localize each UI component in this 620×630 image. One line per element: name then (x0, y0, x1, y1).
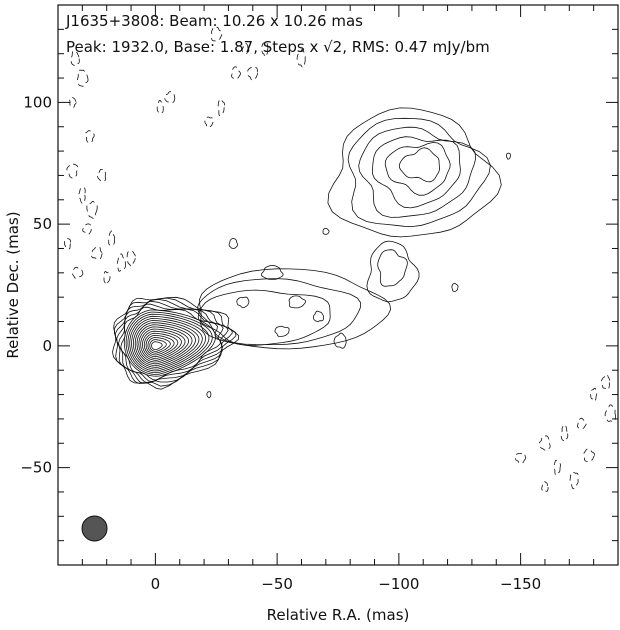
plot-title: J1635+3808: Beam: 10.26 x 10.26 mas (65, 12, 363, 30)
lobe-contour (347, 117, 491, 227)
negative-contour (86, 200, 98, 219)
negative-contour (577, 417, 587, 429)
island-contour (206, 391, 212, 399)
negative-contour (108, 230, 115, 246)
lobe-extension-contour (377, 249, 408, 287)
core-contour (142, 330, 182, 359)
negative-contour (66, 163, 79, 179)
subtitle-sqrt: √2 (323, 38, 342, 56)
core-contour (125, 311, 213, 375)
negative-contour (69, 96, 77, 108)
lobe-extension-contour (366, 240, 420, 303)
negative-contour (70, 50, 80, 67)
negative-contour (569, 471, 579, 490)
core-contour (123, 309, 216, 377)
negative-contour (247, 67, 259, 81)
jet-knot-contour (313, 310, 324, 322)
core-contour (120, 306, 221, 381)
jet-knot-contour (260, 264, 284, 280)
negative-contour (204, 116, 214, 128)
island-contour (506, 152, 511, 160)
negative-contour (296, 49, 306, 68)
jet-knot-contour (274, 325, 290, 338)
negative-contour (82, 223, 92, 235)
negative-contour (553, 460, 561, 476)
jet-knot-contour (333, 332, 347, 349)
negative-contour (72, 266, 84, 279)
y-tick-label: −50 (20, 459, 52, 477)
lobe-contour (398, 147, 441, 183)
negative-contour (78, 186, 86, 204)
negative-contour (211, 26, 223, 42)
core-contour (145, 334, 175, 356)
negative-contour (103, 271, 111, 286)
core-contour (118, 303, 224, 383)
y-axis-label: Relative Dec. (mas) (4, 211, 22, 358)
jet-knot-contour (236, 296, 250, 309)
negative-contour (601, 374, 611, 391)
negative-contour (164, 91, 176, 103)
x-axis-label: Relative R.A. (mas) (267, 606, 410, 624)
plot-subtitle: Peak: 1932.0, Base: 1.87, Steps x √2, RM… (66, 38, 490, 56)
negative-contour (64, 237, 71, 250)
negative-contour (91, 246, 103, 260)
core-contour (140, 328, 186, 361)
negative-contour (515, 452, 527, 464)
negative-contour (96, 169, 106, 182)
core-contour (151, 341, 163, 350)
jet-contour (197, 278, 362, 345)
subtitle-prefix: Peak: 1932.0, Base: 1.87, Steps x (66, 38, 323, 56)
negative-contour (241, 42, 250, 54)
tick-labels: 0 −50 −100 −150 −50 0 50 100 (20, 93, 541, 593)
negative-contour (231, 66, 241, 80)
core-contour (131, 317, 203, 370)
island-contour (322, 228, 330, 235)
core-contour (129, 315, 206, 372)
lobe-contour (371, 136, 461, 209)
negative-contour (560, 424, 569, 442)
core-contour (149, 339, 167, 352)
negative-contour (116, 253, 126, 272)
x-tick-label: −50 (261, 575, 293, 593)
negative-contour (538, 435, 551, 451)
y-tick-label: 0 (42, 337, 52, 355)
x-tick-label: 0 (151, 575, 161, 593)
negative-contour (589, 387, 598, 402)
negative-contour (126, 251, 136, 267)
y-tick-label: 50 (33, 215, 52, 233)
x-tick-label: −100 (378, 575, 419, 593)
negative-contour (77, 69, 89, 87)
core-contour (143, 332, 179, 358)
jet-contour (197, 289, 331, 346)
negative-contour (583, 448, 596, 462)
negative-contour (604, 404, 617, 423)
plot-frame (57, 4, 619, 566)
negative-contour (541, 480, 549, 493)
negative-contour (84, 130, 95, 144)
subtitle-suffix: , RMS: 0.47 mJy/bm (342, 38, 490, 56)
core-contour (112, 296, 240, 390)
lobe-contour (384, 142, 451, 196)
island-contour (228, 237, 238, 249)
axis-ticks (57, 4, 618, 566)
core-contour (136, 324, 193, 365)
core-contour (113, 297, 237, 387)
lobe-contour (327, 107, 502, 238)
negative-contour (156, 99, 164, 114)
jet-knot-contour (288, 295, 307, 309)
core-contour (133, 320, 200, 368)
core-contour (138, 326, 189, 363)
lobe-contour (358, 126, 477, 218)
core-contour (147, 337, 171, 354)
x-tick-label: −150 (500, 575, 541, 593)
negative-contour (217, 98, 225, 117)
y-tick-label: 100 (23, 93, 52, 111)
core-contour (134, 322, 196, 367)
island-contour (451, 283, 459, 292)
contours (64, 26, 617, 493)
beam-ellipse (81, 515, 108, 542)
core-contour (127, 313, 210, 374)
